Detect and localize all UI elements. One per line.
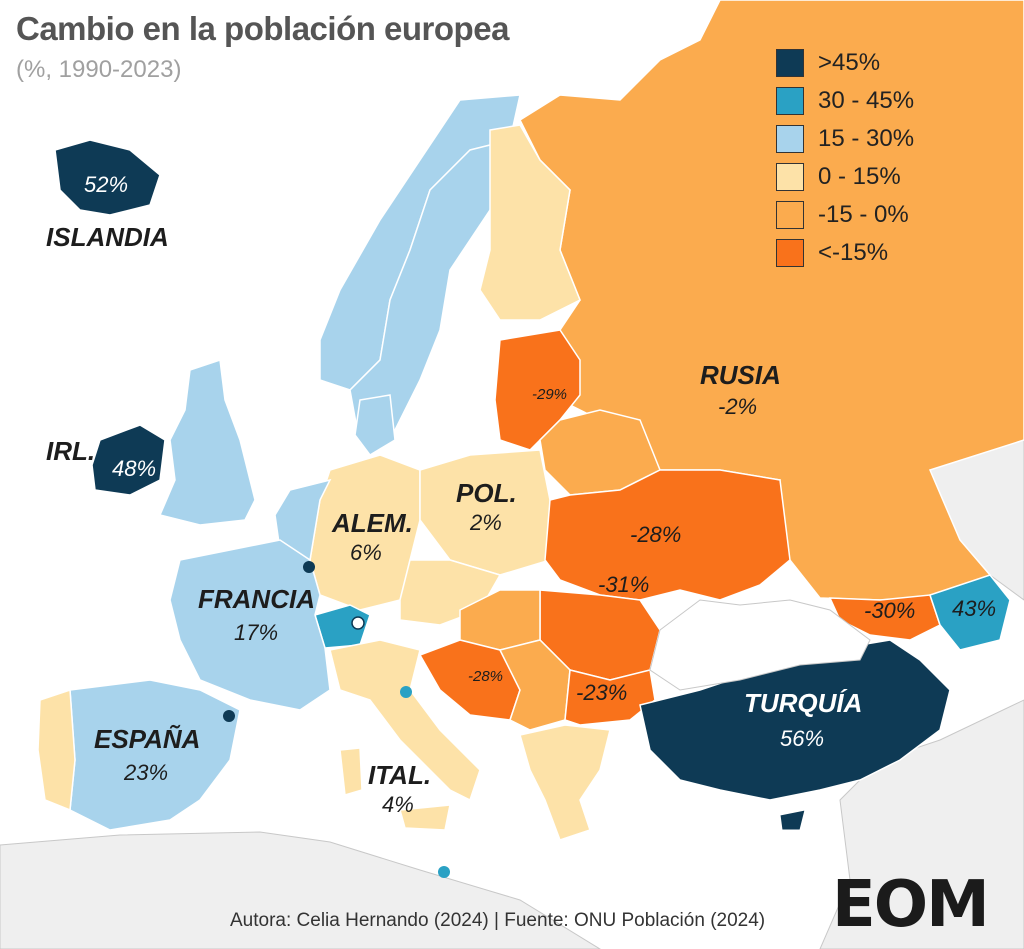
spain-region xyxy=(69,679,241,831)
italy-name: ITAL. xyxy=(368,760,432,790)
legend-item: 0 - 15% xyxy=(776,158,914,196)
legend-label: 0 - 15% xyxy=(818,163,901,190)
legend-swatch xyxy=(776,163,804,191)
iceland-value: 52% xyxy=(84,172,129,197)
legend-swatch xyxy=(776,239,804,267)
legend: >45% 30 - 45% 15 - 30% 0 - 15% -15 - 0% … xyxy=(776,44,914,272)
legend-item: 15 - 30% xyxy=(776,120,914,158)
liechtenstein-marker xyxy=(351,616,365,630)
credit-line: Autora: Celia Hernando (2024) | Fuente: … xyxy=(230,910,766,931)
germany-value: 6% xyxy=(350,540,382,565)
georgia-value: -30% xyxy=(864,598,916,623)
finland-region xyxy=(479,124,581,321)
italy-value: 4% xyxy=(382,792,414,817)
legend-item: <-15% xyxy=(776,234,914,272)
legend-label: 15 - 30% xyxy=(818,125,915,152)
bosnia-value: -28% xyxy=(468,668,504,685)
ukraine-value: -28% xyxy=(630,522,682,547)
legend-swatch xyxy=(776,87,804,115)
ireland-region xyxy=(91,424,166,496)
iceland-region xyxy=(54,139,161,216)
greece-region xyxy=(519,724,611,841)
andorra-marker xyxy=(223,710,235,722)
black-sea xyxy=(649,599,871,691)
uk-region xyxy=(158,358,256,526)
ireland-name: IRL. xyxy=(46,436,96,466)
malta-marker xyxy=(438,866,450,878)
turkey-name: TURQUÍA xyxy=(744,688,863,718)
france-value: 17% xyxy=(234,620,279,645)
azerbaijan-value: 43% xyxy=(952,596,997,621)
russia-value: -2% xyxy=(718,394,758,419)
africa-land xyxy=(0,831,601,949)
sardinia-region xyxy=(339,747,363,796)
map-title: Cambio en la población europea xyxy=(16,10,509,47)
legend-label: -15 - 0% xyxy=(818,201,909,228)
iceland-name: ISLANDIA xyxy=(46,222,169,252)
denmark-region xyxy=(354,394,396,456)
russia-name: RUSIA xyxy=(700,360,781,390)
legend-swatch xyxy=(776,49,804,77)
france-name: FRANCIA xyxy=(198,584,315,614)
moldova-value: -31% xyxy=(598,572,650,597)
ukraine-region xyxy=(544,469,791,601)
legend-label: 30 - 45% xyxy=(818,87,915,114)
azerbaijan-region xyxy=(929,574,1011,651)
serbia-region xyxy=(498,639,571,731)
ireland-value: 48% xyxy=(112,456,157,481)
legend-swatch xyxy=(776,201,804,229)
france-region xyxy=(169,539,331,711)
germany-name: ALEM. xyxy=(332,508,413,538)
italy-region xyxy=(329,639,481,802)
legend-swatch xyxy=(776,125,804,153)
legend-label: >45% xyxy=(818,49,881,76)
lithuania-value: -29% xyxy=(532,386,568,403)
sicily-region xyxy=(399,804,451,831)
map-subtitle: (%, 1990-2023) xyxy=(16,56,182,83)
bulgaria-value: -23% xyxy=(576,680,628,705)
poland-name: POL. xyxy=(456,478,517,508)
legend-item: -15 - 0% xyxy=(776,196,914,234)
sanmarino-marker xyxy=(400,686,412,698)
cyprus-region xyxy=(779,809,806,831)
legend-item: >45% xyxy=(776,44,914,82)
luxembourg-marker xyxy=(303,561,315,573)
poland-value: 2% xyxy=(470,510,502,535)
turkey-value: 56% xyxy=(780,726,825,751)
legend-item: 30 - 45% xyxy=(776,82,914,120)
eom-logo: EOM xyxy=(832,868,990,942)
spain-name: ESPAÑA xyxy=(94,724,201,754)
legend-label: <-15% xyxy=(818,239,889,266)
spain-value: 23% xyxy=(124,760,169,785)
portugal-region xyxy=(37,688,76,812)
